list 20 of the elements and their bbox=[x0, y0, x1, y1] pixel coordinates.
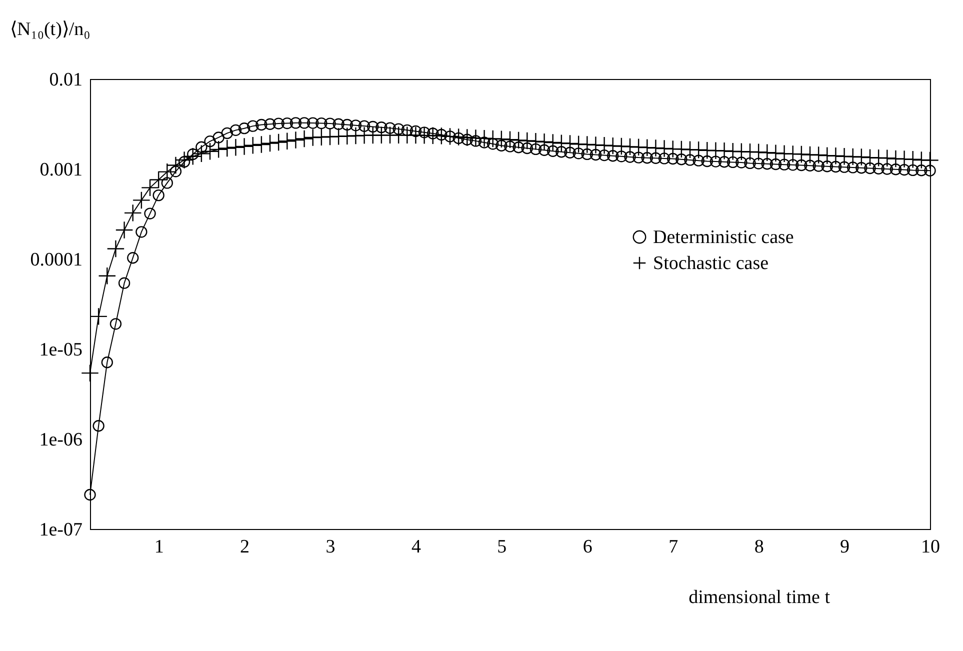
x-tick-label: 2 bbox=[240, 536, 250, 558]
x-tick-label: 5 bbox=[497, 536, 507, 558]
legend-label: Deterministic case bbox=[653, 227, 794, 248]
x-tick-label: 8 bbox=[754, 536, 764, 558]
y-axis-title: ⟨N₁₀(t)⟩/n₀ bbox=[10, 19, 90, 40]
legend-label: Stochastic case bbox=[653, 253, 769, 274]
y-tick-label: 1e-07 bbox=[39, 520, 82, 540]
x-axis-title: dimensional time t bbox=[688, 587, 831, 608]
y-tick-label: 0.01 bbox=[49, 70, 82, 90]
x-tick-label: 9 bbox=[840, 536, 850, 558]
x-tick-label: 7 bbox=[668, 536, 678, 558]
x-tick-label: 4 bbox=[411, 536, 422, 558]
x-tick-label: 6 bbox=[582, 536, 592, 558]
x-tick-label: 3 bbox=[326, 536, 336, 558]
x-tick-label: 10 bbox=[921, 536, 940, 558]
y-tick-label: 1e-05 bbox=[39, 340, 82, 360]
y-tick-label: 0.001 bbox=[40, 160, 82, 180]
y-tick-label: 0.0001 bbox=[30, 250, 82, 270]
x-tick-label: 1 bbox=[154, 536, 164, 558]
y-tick-label: 1e-06 bbox=[39, 430, 82, 450]
